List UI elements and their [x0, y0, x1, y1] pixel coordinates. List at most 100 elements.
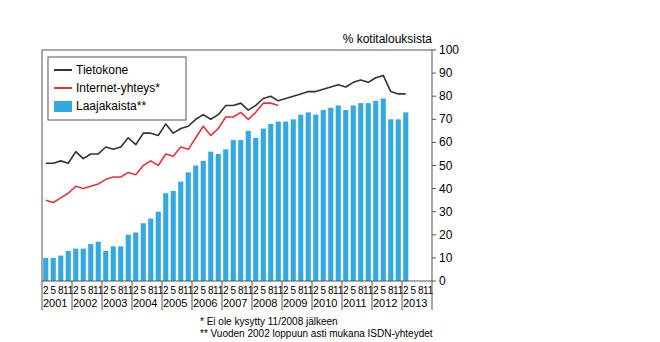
- bar: [291, 119, 296, 281]
- x-tick-label: 5: [320, 285, 326, 296]
- x-tick-label: 5: [170, 285, 176, 296]
- x-tick-label: 5: [200, 285, 206, 296]
- bar: [43, 258, 48, 281]
- bar: [201, 161, 206, 281]
- year-label: 2003: [103, 297, 127, 309]
- bar: [253, 138, 258, 281]
- x-tick-label: 2: [133, 285, 139, 296]
- bar: [261, 129, 266, 281]
- footnote: * Ei ole kysytty 11/2008 jälkeen: [200, 316, 338, 327]
- y-tick: [432, 211, 436, 212]
- bar: [141, 223, 146, 281]
- y-tick-label: 90: [439, 66, 453, 80]
- year-label: 2005: [163, 297, 187, 309]
- legend-label: Internet-yhteys*: [76, 81, 160, 95]
- x-tick-label: 5: [140, 285, 146, 296]
- bar: [171, 191, 176, 281]
- x-tick-label: 2: [373, 285, 379, 296]
- y-tick-label: 70: [439, 112, 453, 126]
- x-tick-label: 2: [43, 285, 49, 296]
- bar: [306, 112, 311, 281]
- year-label: 2010: [313, 297, 337, 309]
- year-label: 2001: [43, 297, 67, 309]
- bar: [381, 99, 386, 281]
- bar: [156, 212, 161, 281]
- bar: [231, 140, 236, 281]
- x-tick-label: 2: [163, 285, 169, 296]
- year-label: 2012: [373, 297, 397, 309]
- bar: [336, 105, 341, 281]
- bar: [216, 154, 221, 281]
- year-label: 2011: [343, 297, 367, 309]
- year-label: 2013: [403, 297, 427, 309]
- bar: [148, 219, 153, 281]
- bar: [96, 242, 101, 281]
- x-tick-label: 2: [283, 285, 289, 296]
- legend: TietokoneInternet-yhteys*Laajakaista**: [48, 57, 186, 120]
- x-tick-label: 5: [230, 285, 236, 296]
- year-separator: [432, 281, 433, 310]
- year-label: 2007: [223, 297, 247, 309]
- legend-swatch: [54, 87, 72, 89]
- bar: [328, 108, 333, 281]
- year-label: 2008: [253, 297, 277, 309]
- legend-swatch: [54, 101, 72, 112]
- bar: [373, 101, 378, 281]
- year-label: 2006: [193, 297, 217, 309]
- bar: [103, 251, 108, 281]
- marks: [43, 75, 408, 281]
- bar: [298, 115, 303, 281]
- y-tick: [432, 188, 436, 189]
- bar: [358, 103, 363, 281]
- bar: [51, 258, 56, 281]
- y-axis-title: % kotitalouksista: [343, 32, 433, 46]
- x-tick-label: 2: [193, 285, 199, 296]
- bar: [283, 122, 288, 281]
- bar: [208, 152, 213, 281]
- chart: 0102030405060708090100% kotitalouksista2…: [0, 0, 660, 342]
- year-label: 2004: [133, 297, 157, 309]
- y-tick-label: 10: [439, 251, 453, 265]
- bar: [133, 232, 138, 281]
- bar: [366, 103, 371, 281]
- x-tick-label: 5: [80, 285, 86, 296]
- bar: [163, 193, 168, 281]
- legend-label: Laajakaista**: [76, 99, 146, 113]
- y-tick-label: 60: [439, 135, 453, 149]
- x-tick-label: 5: [380, 285, 386, 296]
- bar: [111, 246, 116, 281]
- bar: [276, 122, 281, 281]
- bar: [388, 119, 393, 281]
- bar: [343, 110, 348, 281]
- x-tick-label: 5: [350, 285, 356, 296]
- bar: [351, 105, 356, 281]
- bar: [81, 249, 86, 281]
- y-tick: [432, 257, 436, 258]
- y-tick: [432, 50, 436, 51]
- x-tick-label: 5: [290, 285, 296, 296]
- bar: [396, 119, 401, 281]
- bar: [403, 112, 408, 281]
- y-tick: [432, 119, 436, 120]
- x-tick-label: 2: [403, 285, 409, 296]
- bar: [58, 256, 63, 281]
- x-tick-label: 2: [73, 285, 79, 296]
- bar: [178, 182, 183, 281]
- legend-swatch: [54, 69, 72, 71]
- year-label: 2009: [283, 297, 307, 309]
- footnote: ** Vuoden 2002 loppuun asti mukana ISDN-…: [200, 328, 433, 339]
- bar: [321, 110, 326, 281]
- bar: [118, 246, 123, 281]
- bar: [238, 140, 243, 281]
- year-label: 2002: [73, 297, 97, 309]
- y-tick: [432, 73, 436, 74]
- x-tick-label: 5: [410, 285, 416, 296]
- y-tick-label: 20: [439, 228, 453, 242]
- bar: [88, 244, 93, 281]
- x-tick-label: 2: [253, 285, 259, 296]
- bar: [193, 166, 198, 282]
- bar: [66, 251, 71, 281]
- y-tick-label: 80: [439, 89, 453, 103]
- y-tick-label: 0: [439, 274, 446, 288]
- bar: [126, 235, 131, 281]
